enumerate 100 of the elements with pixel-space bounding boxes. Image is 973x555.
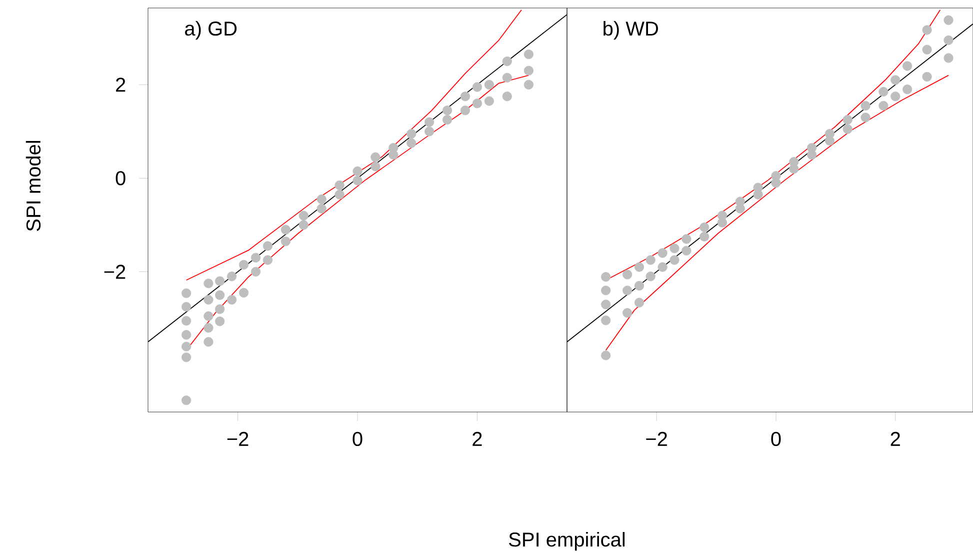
point xyxy=(388,150,398,160)
point xyxy=(902,84,912,94)
point xyxy=(502,72,512,82)
point xyxy=(944,53,954,63)
point xyxy=(424,126,434,136)
point xyxy=(316,204,326,214)
point xyxy=(502,56,512,66)
point xyxy=(622,270,632,280)
text: a) GD xyxy=(185,20,237,40)
point xyxy=(842,114,852,125)
point xyxy=(442,106,452,116)
point xyxy=(789,164,799,174)
point xyxy=(182,330,192,340)
point xyxy=(370,162,380,172)
point xyxy=(484,80,494,90)
point xyxy=(646,255,656,265)
point xyxy=(298,220,308,230)
point xyxy=(472,82,482,92)
point xyxy=(406,138,416,148)
y-axis-title: SPI model xyxy=(26,140,41,231)
point xyxy=(204,311,214,321)
point xyxy=(922,25,932,35)
point xyxy=(204,294,214,305)
point xyxy=(262,255,273,265)
point xyxy=(860,112,870,122)
point xyxy=(524,80,534,90)
x-tick-label: 2 xyxy=(472,432,482,446)
point xyxy=(406,128,416,139)
point xyxy=(622,286,632,296)
x-tick-label: −2 xyxy=(646,432,667,446)
point xyxy=(700,222,710,232)
point xyxy=(472,98,482,108)
point xyxy=(215,290,225,300)
line-series xyxy=(186,9,522,281)
point xyxy=(670,255,680,265)
point xyxy=(670,244,680,254)
x-axis-title: SPI empirical xyxy=(509,532,625,551)
point xyxy=(944,35,954,46)
point xyxy=(460,106,470,116)
y-tick-label: 2 xyxy=(116,78,126,92)
point xyxy=(524,66,534,76)
point xyxy=(215,304,225,314)
point xyxy=(878,86,888,96)
point xyxy=(316,194,326,204)
point xyxy=(658,262,668,272)
point xyxy=(442,114,452,125)
point xyxy=(601,316,611,326)
point xyxy=(334,180,344,190)
point xyxy=(250,252,261,262)
point xyxy=(238,260,249,270)
point xyxy=(262,241,273,251)
point xyxy=(204,278,214,288)
point xyxy=(601,286,611,296)
point xyxy=(204,323,214,333)
point xyxy=(682,234,692,244)
point xyxy=(182,342,192,352)
point xyxy=(460,92,470,102)
point xyxy=(682,246,692,256)
point xyxy=(878,100,888,111)
point xyxy=(890,92,900,102)
point xyxy=(298,210,308,220)
x-tick-label: −2 xyxy=(227,432,248,446)
x-tick-label: 0 xyxy=(771,432,781,446)
point xyxy=(370,152,380,162)
point xyxy=(634,262,644,272)
point xyxy=(238,288,249,298)
point xyxy=(622,308,632,318)
point xyxy=(771,178,781,188)
point xyxy=(842,124,852,134)
point xyxy=(634,298,644,308)
point xyxy=(215,276,225,286)
point xyxy=(204,337,214,347)
point xyxy=(944,15,954,25)
text: b) WD xyxy=(604,20,658,40)
point xyxy=(502,92,512,102)
point xyxy=(646,272,656,282)
point xyxy=(824,136,835,146)
point xyxy=(700,232,710,242)
point xyxy=(902,61,912,71)
point xyxy=(227,272,237,282)
point xyxy=(250,266,261,277)
x-tick-label: 2 xyxy=(890,432,900,446)
point xyxy=(922,44,932,54)
point xyxy=(860,100,870,111)
point xyxy=(352,166,362,176)
point xyxy=(601,272,611,282)
point xyxy=(182,288,192,298)
point xyxy=(807,150,817,160)
point xyxy=(601,350,611,360)
point xyxy=(334,190,344,200)
point xyxy=(524,49,534,60)
point xyxy=(735,204,745,214)
point xyxy=(182,302,192,312)
point xyxy=(182,396,192,406)
point xyxy=(922,72,932,82)
point xyxy=(601,300,611,310)
y-tick-label: 0 xyxy=(116,171,126,186)
point xyxy=(753,190,763,200)
point xyxy=(634,280,644,291)
y-tick-label: −2 xyxy=(104,264,126,279)
